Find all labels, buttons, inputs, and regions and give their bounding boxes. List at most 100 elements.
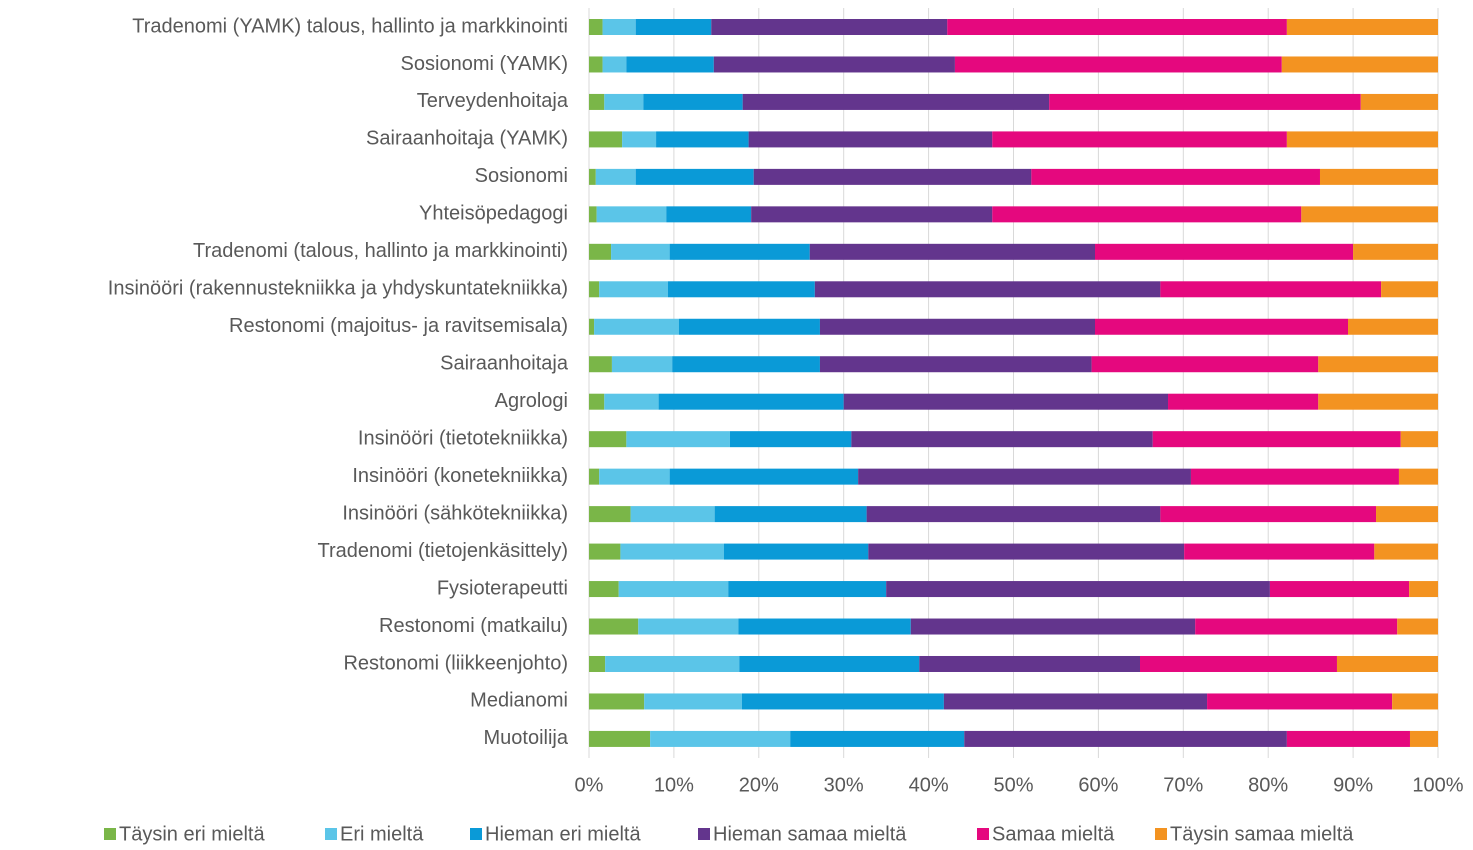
bar-segment	[1095, 243, 1354, 260]
legend-swatch	[325, 828, 337, 840]
legend-label: Eri mieltä	[340, 823, 424, 845]
bar-segment	[814, 281, 1161, 298]
bar-segment	[594, 318, 679, 335]
bar-segment	[1095, 318, 1349, 335]
bar-segment	[1049, 93, 1361, 110]
legend-label: Täysin samaa mieltä	[1170, 823, 1354, 845]
bar-segment	[1376, 506, 1438, 523]
bar-segment	[635, 19, 712, 35]
bar-segment	[678, 318, 820, 335]
bar-segment	[964, 730, 1287, 747]
bar-segment	[589, 693, 645, 710]
y-tick-label: Terveydenhoitaja	[417, 90, 569, 112]
bar-segment	[910, 618, 1196, 635]
bar-segment	[843, 393, 1169, 410]
bar-segment	[819, 356, 1092, 373]
bar-segment	[723, 543, 869, 560]
bar-segment	[589, 56, 603, 73]
bar-segment	[1207, 693, 1393, 710]
bar-segment	[638, 618, 739, 635]
bar-segment	[1318, 356, 1438, 373]
bar-segment	[599, 468, 670, 485]
bar-segment	[618, 581, 729, 598]
bar-segment	[1381, 281, 1438, 298]
bar-segment	[589, 243, 612, 260]
bar-segment	[739, 655, 920, 672]
bar-segment	[589, 468, 600, 485]
x-tick-label: 70%	[1163, 774, 1203, 796]
bar-segment	[819, 318, 1096, 335]
legend-label: Täysin eri mieltä	[119, 823, 265, 845]
bar-segment	[1286, 131, 1438, 148]
legend-label: Hieman eri mieltä	[485, 823, 641, 845]
bar-segment	[589, 431, 627, 448]
bar-segment	[711, 19, 948, 35]
x-tick-label: 90%	[1333, 774, 1373, 796]
y-tick-label: Restonomi (matkailu)	[379, 615, 568, 637]
bar-segment	[1400, 431, 1438, 448]
bar-segment	[626, 56, 714, 73]
y-tick-label: Sairaanhoitaja (YAMK)	[366, 128, 568, 150]
bar-segment	[672, 356, 820, 373]
bar-segment	[1392, 693, 1438, 710]
bar-segment	[620, 543, 724, 560]
y-tick-label: Insinööri (rakennustekniikka ja yhdyskun…	[108, 278, 568, 300]
y-tick-label: Insinööri (sähkötekniikka)	[342, 502, 568, 524]
bar-segment	[604, 93, 644, 110]
bar-segment	[1195, 618, 1398, 635]
bar-segment	[1398, 468, 1438, 485]
y-tick-label: Yhteisöpedagogi	[419, 203, 568, 225]
bar-segment	[589, 581, 619, 598]
bar-segment	[589, 168, 596, 185]
bar-segment	[1301, 206, 1438, 223]
bar-segment	[1152, 431, 1401, 448]
x-tick-label: 60%	[1078, 774, 1118, 796]
bar-segment	[748, 131, 993, 148]
bar-segment	[656, 131, 749, 148]
bar-segment	[741, 693, 944, 710]
bar-segment	[728, 581, 887, 598]
legend-swatch	[698, 828, 710, 840]
bar-segment	[1409, 581, 1438, 598]
bar-segment	[589, 318, 595, 335]
bar-segment	[1409, 730, 1438, 747]
bar-segment	[851, 431, 1153, 448]
bar-segment	[866, 506, 1161, 523]
bar-segment	[868, 543, 1185, 560]
bar-segment	[605, 655, 740, 672]
bar-segment	[1318, 393, 1438, 410]
legend-label: Samaa mieltä	[992, 823, 1115, 845]
bar-segment	[751, 206, 993, 223]
bar-segment	[1286, 19, 1438, 35]
bar-segment	[589, 618, 639, 635]
bar-segment	[602, 19, 636, 35]
bar-segment	[1374, 543, 1438, 560]
y-tick-label: Fysioterapeutti	[437, 577, 568, 599]
x-tick-label: 40%	[909, 774, 949, 796]
bar-segment	[599, 281, 668, 298]
bar-segment	[589, 506, 631, 523]
bar-segment	[1397, 618, 1438, 635]
bar-segment	[1168, 393, 1319, 410]
bar-segment	[919, 655, 1141, 672]
bar-segment	[635, 168, 754, 185]
bar-segment	[589, 356, 612, 373]
bar-segment	[622, 131, 657, 148]
x-tick-label: 30%	[824, 774, 864, 796]
bar-segment	[1269, 581, 1410, 598]
legend-label: Hieman samaa mieltä	[713, 823, 907, 845]
legend-swatch	[977, 828, 989, 840]
x-tick-label: 10%	[654, 774, 694, 796]
bar-segment	[714, 506, 867, 523]
bar-segment	[790, 730, 965, 747]
y-tick-label: Restonomi (majoitus- ja ravitsemisala)	[229, 315, 568, 337]
y-tick-label: Insinööri (tietotekniikka)	[358, 427, 568, 449]
bar-segment	[943, 693, 1208, 710]
bar-segment	[611, 243, 670, 260]
y-tick-label: Tradenomi (talous, hallinto ja markkinoi…	[193, 240, 568, 262]
bar-segment	[809, 243, 1096, 260]
bar-segment	[954, 56, 1282, 73]
bar-segment	[992, 206, 1302, 223]
bar-segment	[1140, 655, 1337, 672]
